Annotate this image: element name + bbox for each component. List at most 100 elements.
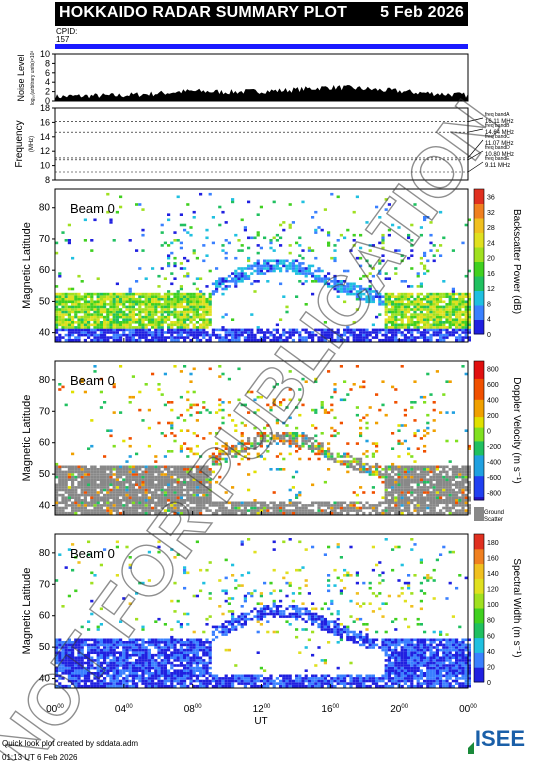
data-cell	[77, 486, 80, 489]
data-cell	[423, 486, 426, 489]
data-cell	[465, 494, 468, 497]
data-cell	[84, 295, 87, 298]
data-cell	[68, 639, 71, 642]
data-cell	[141, 318, 144, 321]
data-cell	[413, 491, 416, 494]
data-cell	[122, 321, 125, 324]
data-cell	[100, 406, 103, 409]
data-cell	[180, 326, 183, 329]
data-cell	[87, 509, 90, 512]
data-cell	[65, 651, 68, 654]
data-cell	[119, 657, 122, 660]
data-cell	[394, 301, 397, 304]
data-cell	[106, 331, 109, 334]
data-cell	[449, 331, 452, 334]
data-cell	[234, 504, 237, 507]
data-cell	[356, 414, 359, 417]
data-cell	[138, 644, 141, 647]
data-cell	[132, 396, 135, 399]
data-cell	[244, 272, 247, 275]
data-cell	[68, 466, 71, 469]
data-cell	[87, 481, 90, 484]
data-cell	[244, 447, 247, 450]
data-cell	[205, 486, 208, 489]
data-cell	[106, 321, 109, 324]
data-cell	[84, 316, 87, 319]
data-cell	[177, 466, 180, 469]
data-cell	[154, 468, 157, 471]
data-cell	[301, 267, 304, 270]
data-cell	[170, 685, 173, 688]
data-cell	[292, 331, 295, 334]
data-cell	[234, 455, 237, 458]
data-cell	[148, 484, 151, 487]
data-cell	[445, 380, 448, 383]
data-cell	[292, 432, 295, 435]
data-cell	[461, 301, 464, 304]
data-cell	[93, 649, 96, 652]
data-cell	[93, 644, 96, 647]
data-cell	[397, 440, 400, 443]
data-cell	[365, 339, 368, 342]
data-cell	[122, 468, 125, 471]
data-cell	[388, 277, 391, 280]
data-cell	[84, 306, 87, 309]
data-cell	[250, 339, 253, 342]
data-cell	[132, 301, 135, 304]
data-cell	[356, 336, 359, 339]
data-cell	[269, 442, 272, 445]
data-cell	[455, 466, 458, 469]
data-cell	[381, 247, 384, 250]
data-cell	[157, 476, 160, 479]
data-cell	[132, 295, 135, 298]
data-cell	[458, 468, 461, 471]
data-cell	[100, 321, 103, 324]
data-cell	[199, 411, 202, 414]
data-cell	[234, 445, 237, 448]
data-cell	[433, 494, 436, 497]
data-cell	[81, 489, 84, 492]
data-cell	[97, 659, 100, 662]
data-cell	[129, 336, 132, 339]
data-cell	[109, 481, 112, 484]
data-cell	[445, 331, 448, 334]
data-cell	[167, 509, 170, 512]
data-cell	[68, 496, 71, 499]
data-cell	[407, 324, 410, 327]
data-cell	[372, 455, 375, 458]
data-cell	[193, 489, 196, 492]
colorbar-segment	[474, 254, 484, 258]
data-cell	[135, 677, 138, 680]
data-cell	[81, 491, 84, 494]
data-cell	[461, 329, 464, 332]
data-cell	[138, 316, 141, 319]
data-cell	[202, 293, 205, 296]
data-cell	[461, 486, 464, 489]
data-cell	[189, 476, 192, 479]
data-cell	[433, 401, 436, 404]
data-cell	[151, 301, 154, 304]
data-cell	[68, 298, 71, 301]
data-cell	[61, 466, 64, 469]
data-cell	[365, 463, 368, 466]
data-cell	[122, 303, 125, 306]
data-cell	[439, 512, 442, 515]
data-cell	[308, 458, 311, 461]
data-cell	[218, 399, 221, 402]
data-cell	[449, 486, 452, 489]
data-cell	[401, 293, 404, 296]
data-cell	[196, 484, 199, 487]
data-cell	[417, 512, 420, 515]
data-cell	[84, 509, 87, 512]
data-cell	[417, 336, 420, 339]
data-cell	[308, 331, 311, 334]
data-cell	[455, 329, 458, 332]
data-cell	[90, 339, 93, 342]
data-cell	[157, 675, 160, 678]
data-cell	[164, 644, 167, 647]
noise-ylabel-units: log₁₀(arbitrary units)×10³	[30, 51, 36, 106]
data-cell	[362, 463, 365, 466]
data-cell	[305, 504, 308, 507]
data-cell	[170, 321, 173, 324]
data-cell	[151, 491, 154, 494]
